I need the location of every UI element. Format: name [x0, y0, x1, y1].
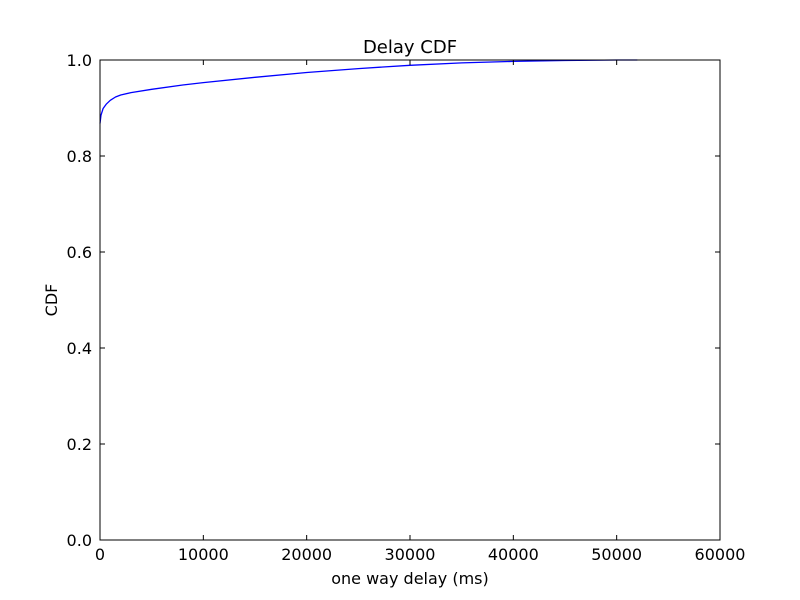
x-axis-title: one way delay (ms): [331, 569, 489, 588]
x-tick-label: 10000: [178, 545, 229, 564]
y-tick-label: 0.4: [67, 339, 92, 358]
y-tick-label: 1.0: [67, 51, 92, 70]
y-tick-label: 0.6: [67, 243, 92, 262]
x-tick-label: 50000: [591, 545, 642, 564]
series-line-0: [99, 59, 638, 124]
y-tick-label: 0.2: [67, 435, 92, 454]
chart-title: Delay CDF: [363, 37, 457, 58]
x-tick-label: 0: [95, 545, 105, 564]
x-tick-label: 40000: [488, 545, 539, 564]
y-axis-title: CDF: [42, 284, 61, 317]
plot-area: 0 10000 20000 30000 40000 50000 60000 0.0 0.2 0.4…: [67, 51, 746, 564]
y-tick-label: 0.8: [67, 147, 92, 166]
x-tick-label: 30000: [385, 545, 436, 564]
x-tick-label: 60000: [695, 545, 746, 564]
y-tick-label: 0.0: [67, 531, 92, 550]
plot-frame: [99, 59, 721, 541]
x-tick-label: 20000: [281, 545, 332, 564]
